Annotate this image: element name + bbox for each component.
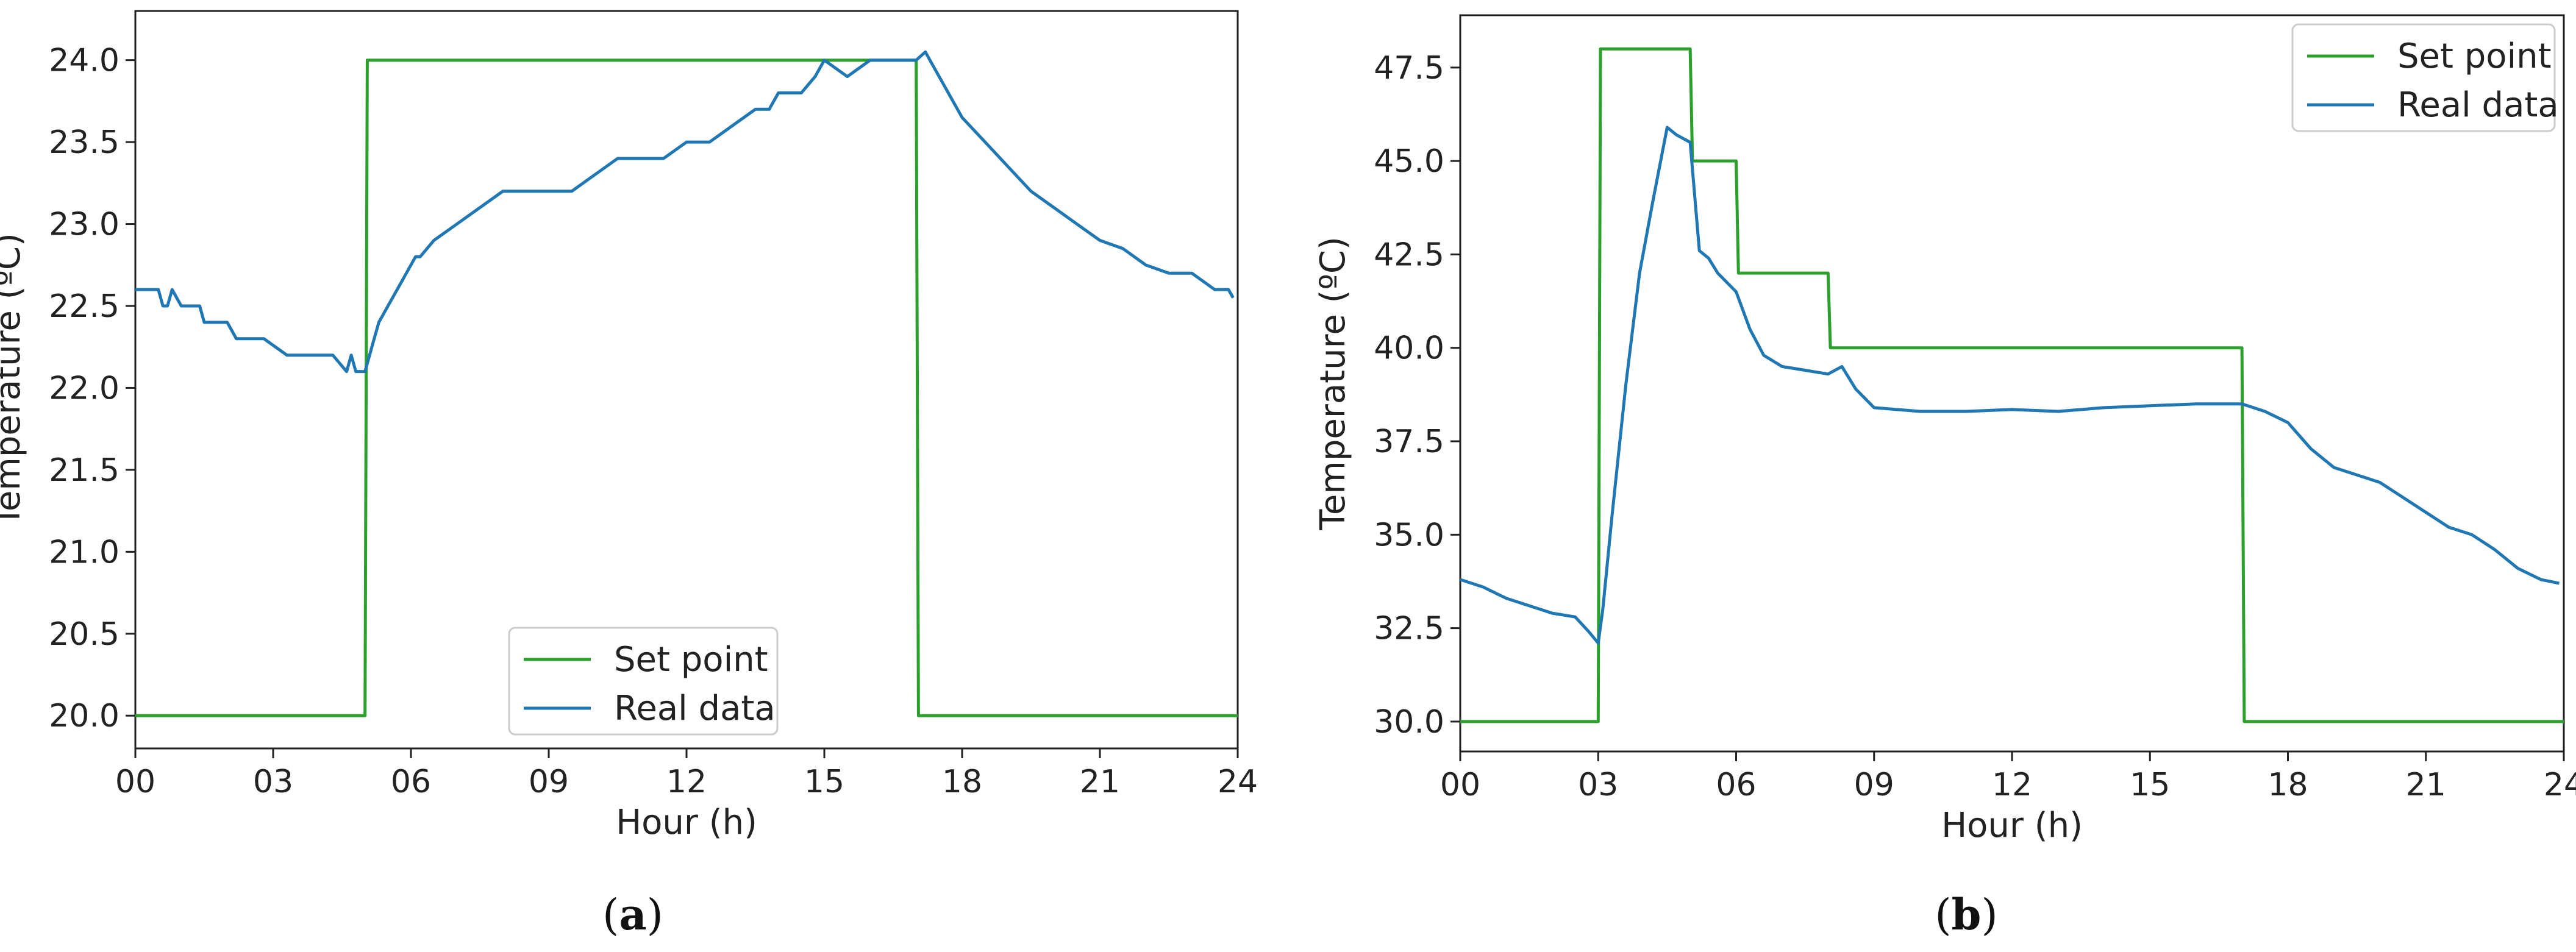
legend-entry: Set point [614, 640, 768, 680]
y-tick-label: 42.5 [1374, 236, 1444, 273]
x-tick-label: 09 [529, 764, 569, 800]
series-line-real-data [1460, 126, 2560, 645]
y-tick-label: 23.5 [49, 124, 120, 161]
x-tick-label: 21 [1080, 764, 1120, 800]
chart-panel-b: 00 03 06 09 12 15 18 21 24 30.0 32.5 35.0 37.5 40.0 42… [1313, 14, 2576, 845]
x-tick-label: 21 [2406, 767, 2446, 803]
y-tick-label: 40.0 [1374, 330, 1444, 367]
y-tick-label: 22.5 [49, 288, 120, 325]
panel-caption-b-letter: b [1952, 889, 1982, 940]
x-tick-label: 24 [2544, 767, 2576, 803]
legend: Set point Real data [508, 627, 779, 736]
x-tick-label: 00 [115, 764, 155, 800]
y-tick-label: 32.5 [1374, 611, 1444, 647]
x-axis-label: Hour (h) [1941, 806, 2083, 845]
y-axis-label: Temperature (ºC) [0, 233, 28, 527]
y-tick-label: 37.5 [1374, 424, 1444, 460]
y-tick-label: 23.0 [49, 207, 120, 243]
y-tick-label: 47.5 [1374, 50, 1444, 87]
panel-caption-a-letter: a [619, 889, 646, 940]
y-tick-label: 24.0 [49, 43, 120, 79]
panel-caption-a: (a) [602, 889, 663, 940]
x-tick-label: 09 [1854, 767, 1894, 803]
series-line-real-data [135, 50, 1235, 374]
x-tick-label: 24 [1218, 764, 1258, 800]
legend-entry: Set point [2397, 37, 2552, 76]
x-tick-label: 03 [1578, 767, 1618, 803]
series-line-set-point [1460, 47, 2564, 723]
y-tick-label: 21.0 [49, 534, 120, 570]
panel-caption-b: (b) [1935, 889, 1998, 940]
chart-panel-a: 00 03 06 09 12 15 18 21 24 20.0 20.5 21.0 21.5 22.0 22… [0, 10, 1258, 842]
x-tick-label: 12 [666, 764, 707, 800]
x-tick-label: 06 [1716, 767, 1756, 803]
y-tick-label: 45.0 [1374, 143, 1444, 180]
x-tick-label: 18 [942, 764, 982, 800]
y-tick-label: 22.0 [49, 370, 120, 407]
legend-entry: Real data [2397, 85, 2559, 125]
y-tick-label: 20.0 [49, 698, 120, 734]
x-tick-label: 15 [2130, 767, 2170, 803]
y-tick-label: 35.0 [1374, 517, 1444, 553]
y-tick-label: 21.5 [49, 452, 120, 489]
legend: Set point Real data [2291, 23, 2559, 132]
x-tick-label: 03 [253, 764, 293, 800]
series-line-set-point [135, 59, 1238, 717]
y-axis-label: Temperature (ºC) [1313, 236, 1353, 531]
x-tick-label: 00 [1440, 767, 1480, 803]
x-tick-label: 12 [1992, 767, 2032, 803]
x-tick-label: 06 [391, 764, 431, 800]
y-tick-label: 30.0 [1374, 704, 1444, 741]
x-tick-label: 15 [804, 764, 844, 800]
x-axis-label: Hour (h) [616, 803, 757, 842]
legend-entry: Real data [614, 689, 776, 728]
x-tick-label: 18 [2267, 767, 2308, 803]
y-tick-label: 20.5 [49, 616, 120, 653]
